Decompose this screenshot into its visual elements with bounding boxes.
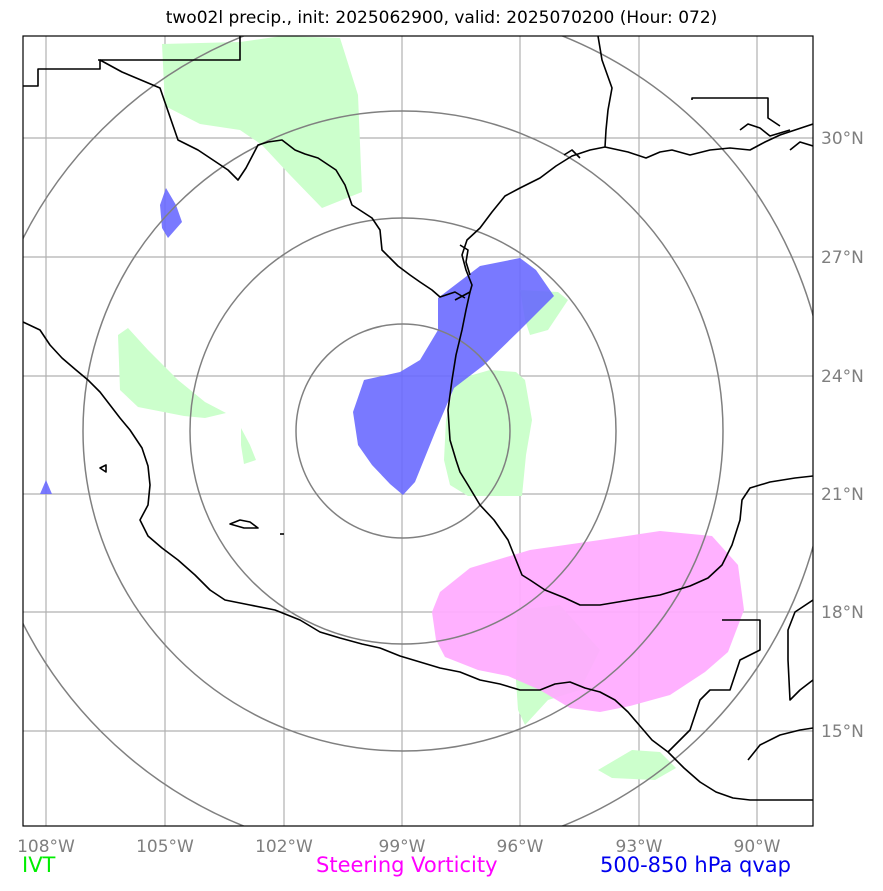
legend-qvap: 500-850 hPa qvap [600,853,791,877]
lat-label: 27°N [821,248,864,268]
lat-label: 30°N [821,129,864,149]
lat-label: 15°N [821,722,864,742]
lon-label: 93°W [616,837,663,857]
coastlines [23,36,813,801]
legend-steering-vorticity: Steering Vorticity [316,853,498,877]
lat-label: 24°N [821,367,864,387]
steering-vorticity-field [432,531,744,712]
latitude-labels: 30°N 27°N 24°N 21°N 18°N 15°N [821,129,864,742]
lat-label: 18°N [821,603,864,623]
lon-label: 102°W [255,837,313,857]
lon-label: 96°W [497,837,544,857]
longitude-labels: 108°W 105°W 102°W 99°W 96°W 93°W 90°W [17,837,781,857]
lon-label: 99°W [379,837,426,857]
lat-label: 21°N [821,485,864,505]
map-frame [22,35,814,827]
qvap-field [40,188,554,495]
map-title: two02l precip., init: 2025062900, valid:… [165,8,718,28]
legend-ivt: IVT [22,853,56,877]
lon-label: 108°W [17,837,75,857]
lon-label: 90°W [734,837,781,857]
range-rings [23,36,813,826]
lon-label: 105°W [136,837,194,857]
